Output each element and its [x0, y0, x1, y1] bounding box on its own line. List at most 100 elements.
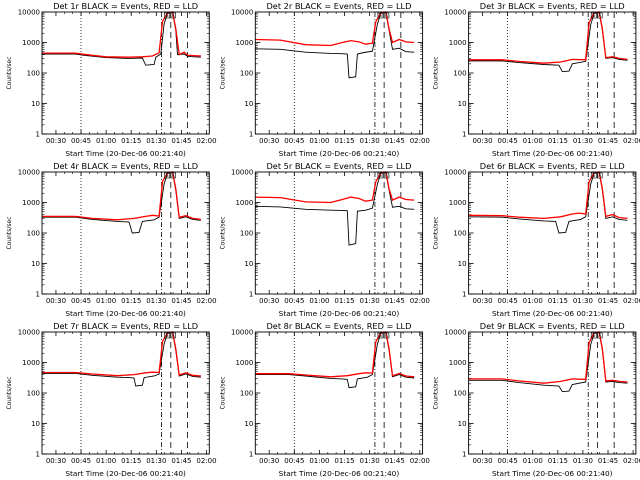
panel-title: Det 5r BLACK = Events, RED = LLD [266, 161, 411, 171]
detector-panel: Det 3r BLACK = Events, RED = LLD Counts/s… [433, 1, 640, 158]
x-tick-label: 01:45 [385, 297, 405, 305]
marker-s-label: S [592, 13, 595, 19]
x-tick-label: 02:00 [196, 137, 216, 145]
x-tick-label: 02:00 [410, 297, 430, 305]
y-tick-label: 10 [244, 260, 253, 268]
y-axis-label: Counts/sec [219, 56, 226, 89]
x-tick-label: 01:45 [385, 457, 405, 465]
x-tick-label: 02:00 [410, 457, 430, 465]
detector-panel: Det 4r BLACK = Events, RED = LLD Counts/s… [6, 161, 217, 318]
x-tick-label: 01:30 [146, 137, 166, 145]
y-tick-label: 100 [27, 390, 40, 398]
x-tick-label: 00:30 [472, 137, 492, 145]
plot-frame [254, 331, 424, 455]
detector-panel: Det 7r BLACK = Events, RED = LLD Counts/s… [6, 321, 217, 478]
marker-box [596, 12, 603, 19]
marker-a-label: A [598, 13, 602, 19]
x-tick-label: 02:00 [196, 297, 216, 305]
x-tick-label: 00:30 [46, 297, 66, 305]
x-tick-label: 00:30 [259, 457, 279, 465]
detector-panel: Det 2r BLACK = Events, RED = LLD Counts/s… [219, 1, 430, 158]
x-tick-label: 01:30 [360, 457, 380, 465]
panel-title: Det 1r BLACK = Events, RED = LLD [53, 1, 198, 11]
x-tick-label: 02:00 [623, 297, 640, 305]
y-axis-label: Counts/sec [219, 376, 226, 409]
x-tick-label: 00:30 [472, 457, 492, 465]
y-tick-label: 10 [458, 260, 467, 268]
y-tick-label: 100 [27, 230, 40, 238]
marker-s-label: S [379, 173, 382, 179]
detector-panel: Det 1r BLACK = Events, RED = LLD Counts/s… [6, 1, 217, 158]
marker-box [377, 12, 384, 19]
x-axis-label: Start Time (20-Dec-06 00:21:40) [279, 149, 400, 158]
x-tick-label: 00:30 [259, 137, 279, 145]
y-tick-label: 1000 [449, 39, 467, 47]
x-tick-label: 00:45 [71, 297, 91, 305]
y-tick-label: 10000 [231, 9, 253, 17]
plot-frame [468, 171, 637, 295]
marker-box [596, 332, 603, 339]
x-tick-label: 01:15 [121, 457, 141, 465]
x-tick-label: 00:45 [71, 137, 91, 145]
marker-a-label: A [172, 173, 176, 179]
marker-box [164, 12, 170, 19]
marker-box [170, 172, 176, 179]
plot-frame [41, 331, 210, 455]
x-tick-label: 01:00 [523, 297, 543, 305]
y-tick-label: 1 [36, 451, 40, 459]
x-tick-label: 01:45 [598, 297, 618, 305]
x-tick-label: 00:45 [498, 137, 518, 145]
y-tick-label: 10000 [231, 169, 253, 177]
y-axis-label: Counts/sec [6, 216, 13, 249]
x-tick-label: 01:15 [334, 457, 354, 465]
y-tick-label: 100 [453, 230, 466, 238]
events-series-line [255, 11, 415, 79]
marker-box [590, 332, 597, 339]
marker-s-label: S [379, 333, 382, 339]
events-series-line [468, 171, 628, 234]
lld-series-line [42, 331, 201, 377]
marker-box [170, 12, 176, 19]
events-series-line [255, 171, 415, 246]
x-tick-label: 02:00 [623, 457, 640, 465]
x-tick-label: 01:45 [171, 457, 191, 465]
x-axis-label: Start Time (20-Dec-06 00:21:40) [279, 469, 400, 478]
marker-s-label: S [166, 333, 169, 339]
panel-title: Det 6r BLACK = Events, RED = LLD [480, 161, 625, 171]
marker-a-label: A [172, 333, 176, 339]
panel-title: Det 8r BLACK = Events, RED = LLD [266, 321, 411, 331]
x-tick-label: 01:30 [146, 297, 166, 305]
y-tick-label: 10000 [18, 9, 40, 17]
plot-frame [41, 11, 210, 135]
y-tick-label: 1 [249, 291, 253, 299]
lld-series-line [255, 171, 415, 204]
y-tick-label: 1000 [22, 359, 40, 367]
y-tick-label: 1 [249, 451, 253, 459]
y-axis-label: Counts/sec [6, 56, 13, 89]
x-tick-label: 01:30 [146, 457, 166, 465]
y-tick-label: 10 [31, 260, 40, 268]
y-tick-label: 100 [27, 70, 40, 78]
y-axis-label: Counts/sec [219, 216, 226, 249]
marker-s-label: S [592, 333, 595, 339]
x-tick-label: 00:30 [46, 137, 66, 145]
y-tick-label: 1 [462, 451, 466, 459]
x-tick-label: 00:45 [284, 137, 304, 145]
x-tick-label: 01:30 [360, 297, 380, 305]
events-series-line [42, 171, 201, 234]
marker-s-label: S [592, 173, 595, 179]
y-tick-label: 10000 [18, 329, 40, 337]
x-tick-label: 01:00 [523, 457, 543, 465]
y-tick-label: 1 [462, 291, 466, 299]
x-tick-label: 01:00 [309, 297, 329, 305]
x-tick-label: 01:15 [548, 137, 568, 145]
x-tick-label: 01:15 [334, 297, 354, 305]
marker-a-label: A [385, 13, 389, 19]
y-tick-label: 1000 [22, 199, 40, 207]
plot-frame [254, 11, 424, 135]
x-tick-label: 01:30 [573, 297, 593, 305]
panel-title: Det 4r BLACK = Events, RED = LLD [53, 161, 198, 171]
lld-series-line [468, 11, 628, 64]
x-tick-label: 01:45 [385, 137, 405, 145]
events-series-line [42, 331, 201, 387]
